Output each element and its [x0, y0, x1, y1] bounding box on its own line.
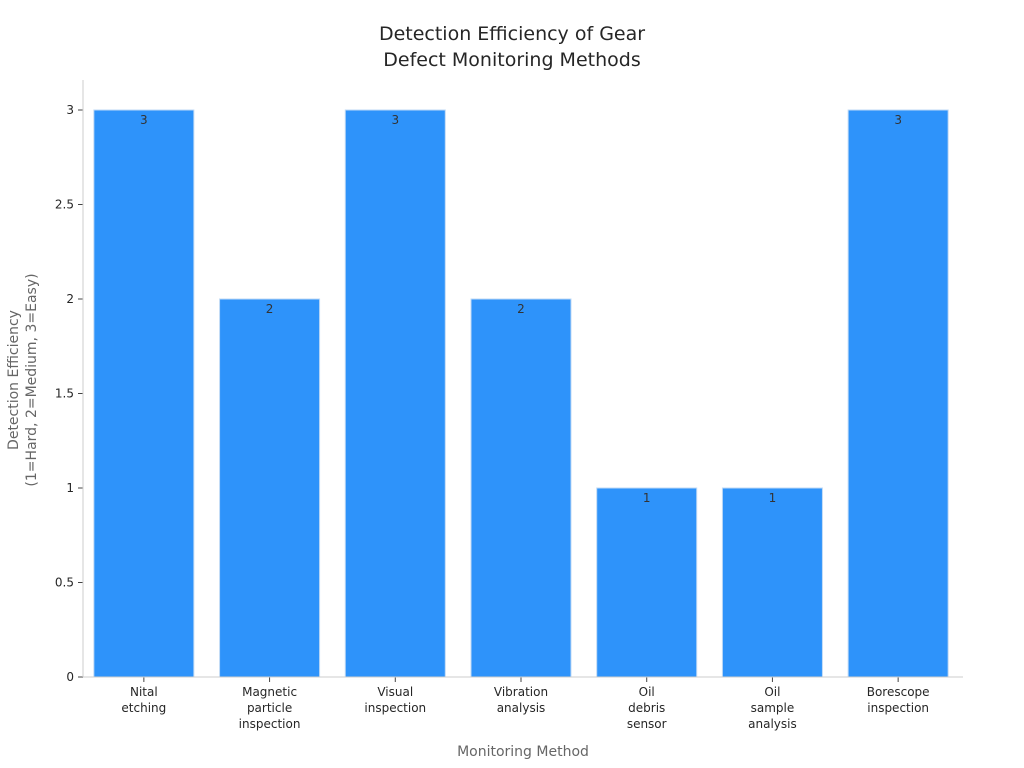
x-tick-label: Visual inspection	[364, 685, 426, 715]
x-tick-label: Nital etching	[121, 685, 166, 715]
bar	[721, 487, 823, 678]
data-label: 3	[894, 113, 902, 127]
x-tick-label: Oil sample analysis	[748, 685, 797, 731]
bar	[596, 487, 698, 678]
bar	[470, 298, 572, 678]
y-tick-label: 1	[66, 481, 74, 495]
chart-title-line-1: Detection Efficiency of Gear	[379, 23, 645, 45]
y-axis-label-line-2: (1=Hard, 2=Medium, 3=Easy)	[24, 273, 40, 486]
data-label: 3	[140, 113, 148, 127]
x-tick-label: Borescope inspection	[867, 685, 930, 715]
chart-title-line-2: Defect Monitoring Methods	[383, 49, 640, 71]
x-tick-label: Oil debris sensor	[627, 685, 667, 731]
data-label: 2	[517, 302, 525, 316]
bar	[93, 109, 195, 678]
data-label: 1	[769, 491, 777, 505]
bar	[219, 298, 321, 678]
x-tick-label: Vibration analysis	[494, 685, 548, 715]
y-tick-label: 1.5	[55, 387, 74, 401]
y-tick-label: 2	[66, 292, 74, 306]
y-axis-label-line-1: Detection Efficiency	[6, 310, 22, 450]
x-axis-label: Monitoring Method	[457, 744, 589, 760]
bar	[847, 109, 949, 678]
x-tick-label: Magnetic particle inspection	[239, 685, 301, 731]
y-tick-label: 3	[66, 103, 74, 117]
y-tick-label: 0	[66, 670, 74, 684]
y-tick-label: 0.5	[55, 576, 74, 590]
data-label: 1	[643, 491, 651, 505]
bar	[344, 109, 446, 678]
data-label: 3	[391, 113, 399, 127]
data-label: 2	[266, 302, 274, 316]
y-tick-label: 2.5	[55, 198, 74, 212]
